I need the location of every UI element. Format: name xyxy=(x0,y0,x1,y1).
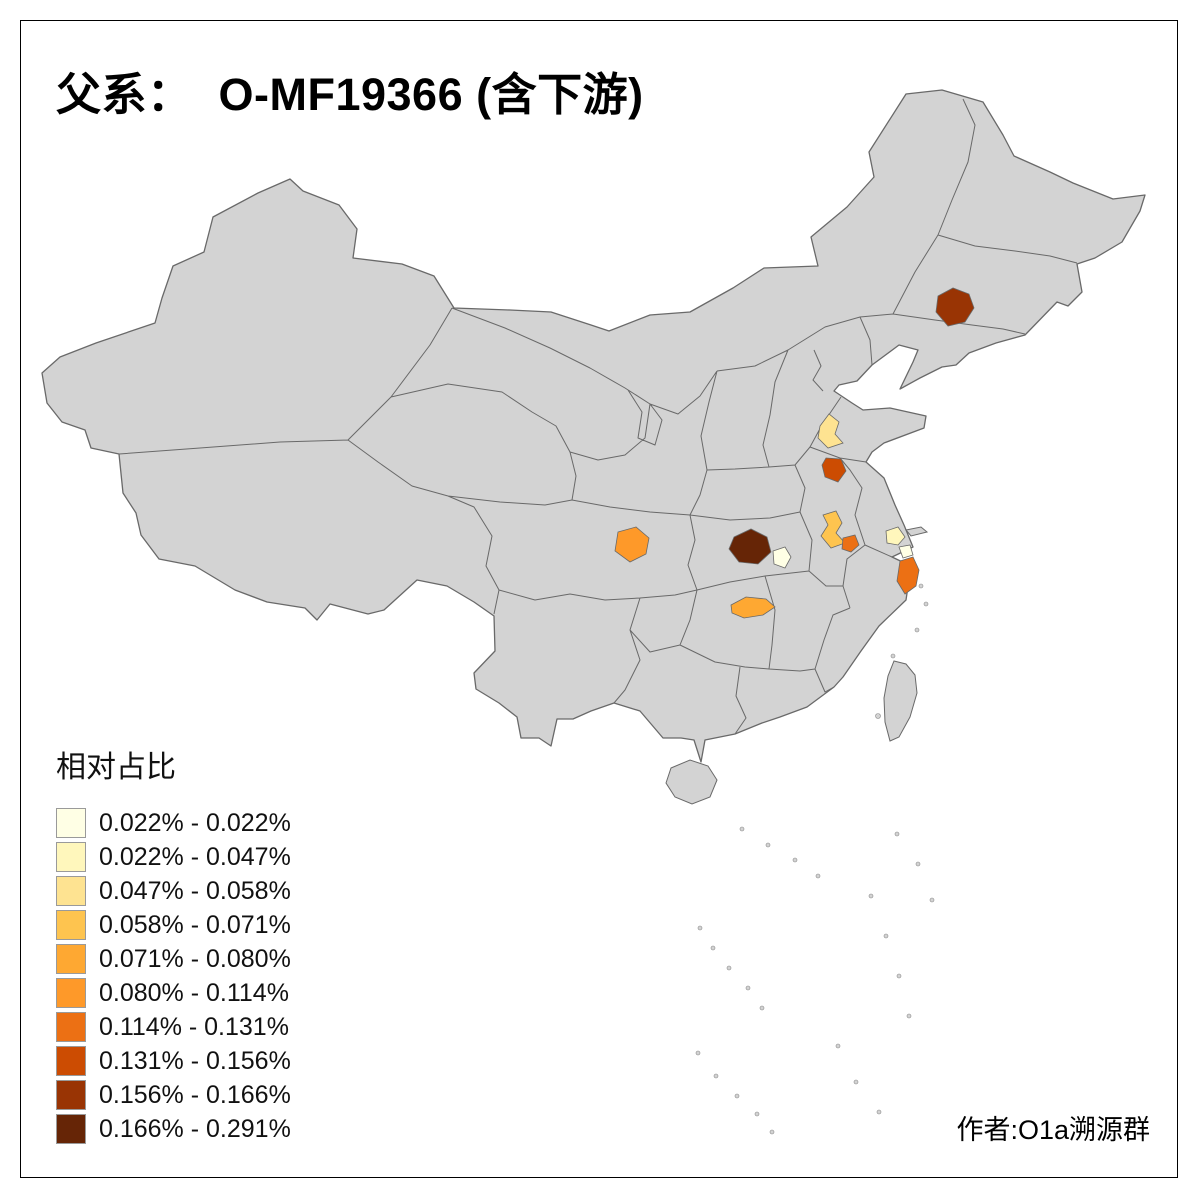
region-southeast-anhui xyxy=(841,534,860,553)
legend-item: 0.166% - 0.291% xyxy=(56,1112,291,1146)
legend-rows: 0.022% - 0.022% 0.022% - 0.047% 0.047% - 0… xyxy=(56,806,291,1146)
region-northeast-jilin xyxy=(935,287,975,327)
region-shanghai-area xyxy=(898,544,914,559)
highlight-regions xyxy=(614,287,975,619)
legend-item: 0.080% - 0.114% xyxy=(56,976,291,1010)
legend-swatch xyxy=(56,978,86,1008)
legend-item: 0.114% - 0.131% xyxy=(56,1010,291,1044)
chongming-island xyxy=(905,526,929,537)
province-borders xyxy=(118,98,1078,735)
legend-label: 0.022% - 0.022% xyxy=(99,808,291,837)
legend-swatch xyxy=(56,1080,86,1110)
legend-item: 0.071% - 0.080% xyxy=(56,942,291,976)
legend-swatch xyxy=(56,1046,86,1076)
legend-title: 相对占比 xyxy=(56,751,176,784)
legend-label: 0.022% - 0.047% xyxy=(99,842,291,871)
legend-item: 0.156% - 0.166% xyxy=(56,1078,291,1112)
mainland-group xyxy=(41,89,1146,763)
region-west-hubei xyxy=(728,528,772,565)
region-north-hunan xyxy=(730,596,776,619)
legend-item: 0.022% - 0.022% xyxy=(56,806,291,840)
legend: 相对占比 0.022% - 0.022% 0.022% - 0.047% 0.047… xyxy=(56,742,291,1146)
region-south-jiangsu xyxy=(885,526,906,546)
legend-label: 0.131% - 0.156% xyxy=(99,1046,291,1075)
author-credit: 作者:O1a溯源群 xyxy=(956,1115,1150,1145)
legend-item: 0.058% - 0.071% xyxy=(56,908,291,942)
legend-swatch xyxy=(56,876,86,906)
legend-swatch xyxy=(56,842,86,872)
islands-group xyxy=(665,526,929,805)
legend-item: 0.022% - 0.047% xyxy=(56,840,291,874)
legend-swatch xyxy=(56,1012,86,1042)
legend-label: 0.080% - 0.114% xyxy=(99,978,289,1007)
region-north-jiangsu xyxy=(821,457,847,483)
legend-label: 0.166% - 0.291% xyxy=(99,1114,291,1143)
china-mainland-outline xyxy=(41,89,1146,763)
legend-swatch xyxy=(56,808,86,838)
legend-label: 0.114% - 0.131% xyxy=(99,1012,289,1041)
legend-label: 0.156% - 0.166% xyxy=(99,1080,291,1109)
legend-label: 0.058% - 0.071% xyxy=(99,910,291,939)
legend-item: 0.131% - 0.156% xyxy=(56,1044,291,1078)
south-china-sea-islands xyxy=(695,583,935,1135)
legend-label: 0.047% - 0.058% xyxy=(99,876,291,905)
legend-swatch xyxy=(56,944,86,974)
region-north-zhejiang xyxy=(896,556,920,595)
hainan-island xyxy=(665,759,718,805)
region-central-hubei xyxy=(772,546,792,569)
legend-item: 0.047% - 0.058% xyxy=(56,874,291,908)
region-central-sichuan xyxy=(614,526,650,563)
legend-swatch xyxy=(56,1114,86,1144)
map-title: 父系： O-MF19366 (含下游) xyxy=(56,69,644,120)
legend-swatch xyxy=(56,910,86,940)
taiwan-island xyxy=(883,660,918,742)
legend-label: 0.071% - 0.080% xyxy=(99,944,291,973)
region-west-shandong xyxy=(817,413,844,449)
